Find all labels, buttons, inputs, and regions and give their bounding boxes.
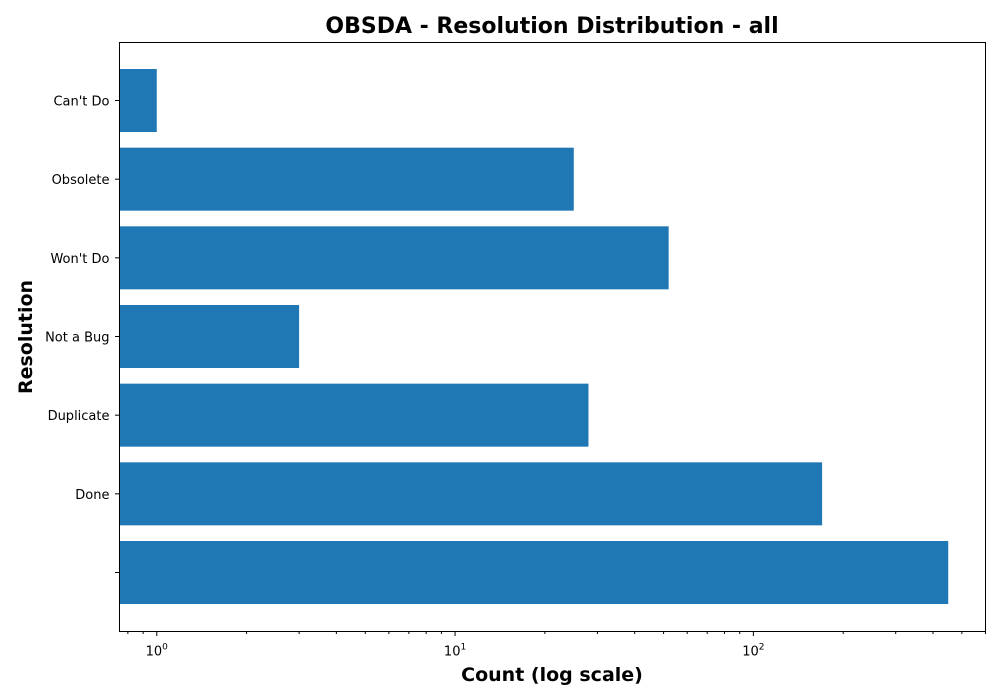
y-tick-label-can-t-do: Can't Do (53, 95, 109, 110)
y-tick-label-done: Done (75, 488, 109, 503)
x-ticks-group: 100 101 102 (127, 631, 986, 660)
bar-blank (119, 541, 949, 604)
bar-not-a-bug (119, 305, 300, 368)
y-axis-label: Resolution (15, 280, 37, 394)
y-ticks-group: Done Duplicate Not a Bug Won't Do Obsolete Ca… (45, 95, 120, 573)
plot-frame (119, 42, 986, 632)
y-tick-label-not-a-bug: Not a Bug (45, 331, 109, 346)
x-tick-label: 102 (742, 643, 764, 660)
bars-group (119, 69, 949, 604)
bar-can-t-do (119, 69, 157, 132)
x-tick-label: 101 (444, 643, 466, 660)
bar-duplicate (119, 383, 589, 447)
bar-won-t-do (119, 226, 669, 290)
bar-done (119, 462, 823, 526)
chart-title: OBSDA - Resolution Distribution - all (325, 14, 778, 39)
y-tick-label-duplicate: Duplicate (48, 409, 110, 424)
y-tick-label-won-t-do: Won't Do (50, 252, 109, 267)
bar-obsolete (119, 147, 574, 211)
x-tick-label: 100 (146, 643, 169, 660)
x-axis-label: Count (log scale) (461, 664, 643, 686)
y-tick-label-obsolete: Obsolete (52, 173, 110, 188)
